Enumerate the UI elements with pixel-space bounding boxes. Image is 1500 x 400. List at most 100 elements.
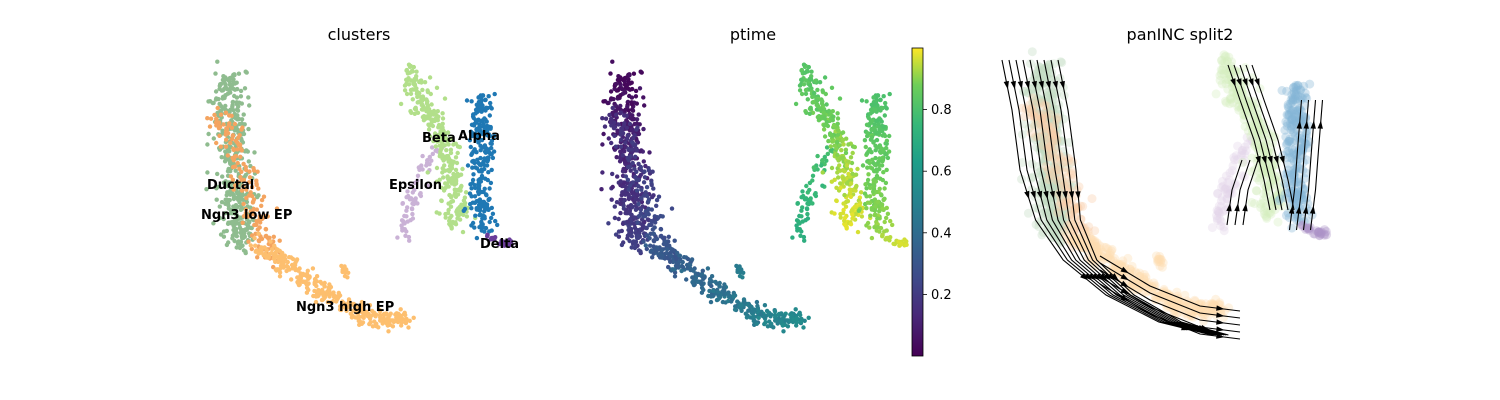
cell-point <box>479 137 485 143</box>
ptime-point <box>867 194 873 199</box>
velocity-cell-point <box>1045 171 1055 180</box>
ptime-title: ptime <box>730 25 776 44</box>
velocity-cell-point <box>1053 207 1062 217</box>
ptime-point <box>647 236 652 241</box>
cell-point <box>285 264 291 270</box>
ptime-point <box>884 141 889 146</box>
ptime-point <box>781 329 786 334</box>
cell-point <box>451 142 456 147</box>
ptime-point <box>633 196 638 202</box>
ptime-point <box>638 164 643 170</box>
velocity-cell-point <box>1076 201 1086 211</box>
velocity-cell-point <box>1031 220 1041 230</box>
cell-point <box>255 169 260 174</box>
ptime-point <box>637 149 643 154</box>
cell-point <box>483 97 488 103</box>
ptime-point <box>797 227 802 232</box>
velocity-cell-point <box>1262 166 1272 176</box>
ptime-point <box>843 147 849 152</box>
velocity-cell-point <box>1221 98 1231 108</box>
cell-point <box>326 285 331 290</box>
cell-point <box>418 193 424 199</box>
ptime-point <box>614 81 619 87</box>
velocity-cell-point <box>1282 138 1292 148</box>
cell-point <box>424 163 429 168</box>
cell-point <box>259 197 265 203</box>
velocity-cell-point <box>1194 300 1204 310</box>
cell-point <box>320 289 326 295</box>
cell-point <box>469 99 474 104</box>
cell-point <box>446 168 451 173</box>
ptime-point <box>634 191 639 197</box>
velocity-cell-point <box>1261 211 1271 221</box>
cell-point <box>247 175 253 180</box>
cell-point <box>208 116 214 121</box>
velocity-cell-point <box>1037 74 1047 84</box>
velocity-cell-point <box>1067 195 1077 205</box>
paninc-title: panINC split2 <box>1127 25 1234 44</box>
velocity-cell-point <box>1212 211 1222 221</box>
ptime-point <box>755 307 761 312</box>
ptime-point <box>826 138 831 144</box>
ptime-point <box>720 299 726 305</box>
ptime-point <box>743 311 748 316</box>
ptime-point <box>865 220 871 226</box>
cell-point <box>314 283 319 289</box>
cell-point <box>253 243 258 248</box>
ptime-point <box>649 219 654 224</box>
cell-point <box>503 241 509 246</box>
cell-point <box>227 149 232 154</box>
cell-point <box>470 131 475 136</box>
ptime-point <box>831 123 837 128</box>
velocity-cell-point <box>1234 84 1243 94</box>
ptime-point <box>824 145 830 150</box>
velocity-cell-point <box>1219 63 1228 73</box>
ptime-point <box>658 227 664 232</box>
ptime-point <box>802 197 808 202</box>
ptime-point <box>884 205 889 211</box>
velocity-cell-point <box>1202 306 1212 316</box>
stream-arrowhead <box>1242 203 1248 212</box>
cell-point <box>395 235 400 240</box>
ptime-point <box>822 123 827 128</box>
velocity-cell-point <box>1186 300 1196 310</box>
velocity-cell-point <box>1040 112 1050 122</box>
cell-point <box>214 140 219 146</box>
cell-point <box>374 321 379 326</box>
cell-point <box>479 131 484 136</box>
ptime-point <box>855 229 861 235</box>
ptime-point <box>644 246 649 252</box>
cell-point <box>234 212 239 217</box>
velocity-cell-point <box>1159 284 1169 294</box>
ptime-point <box>860 163 866 168</box>
ptime-point <box>878 192 884 197</box>
velocity-cell-point <box>1206 306 1216 316</box>
velocity-cell-point <box>1253 109 1263 119</box>
ptime-point <box>601 99 606 104</box>
velocity-cell-point <box>1058 214 1067 224</box>
velocity-cell-point <box>1275 190 1285 200</box>
ptime-colorbar: 0.20.40.60.8 <box>911 47 952 357</box>
ptime-point <box>806 201 811 207</box>
ptime-point <box>773 318 778 323</box>
ptime-point <box>649 248 654 253</box>
ptime-point <box>881 124 886 129</box>
velocity-cell-point <box>1078 201 1088 211</box>
velocity-cell-point <box>1027 159 1037 169</box>
cell-point <box>463 190 469 195</box>
velocity-cell-point <box>1216 201 1226 211</box>
cell-point <box>440 111 445 116</box>
ptime-point <box>690 275 695 280</box>
cell-point <box>404 214 409 219</box>
velocity-cell-point <box>1111 259 1121 269</box>
cluster-label-delta: Delta <box>480 237 519 252</box>
ptime-point <box>877 229 882 234</box>
ptime-point <box>880 234 885 239</box>
velocity-cell-point <box>1038 118 1048 128</box>
ptime-point <box>615 174 620 179</box>
velocity-cell-point <box>1262 213 1272 223</box>
velocity-cell-point <box>1070 204 1080 214</box>
velocity-cell-point <box>1236 151 1246 160</box>
cell-point <box>247 103 252 108</box>
cell-point <box>216 96 221 102</box>
